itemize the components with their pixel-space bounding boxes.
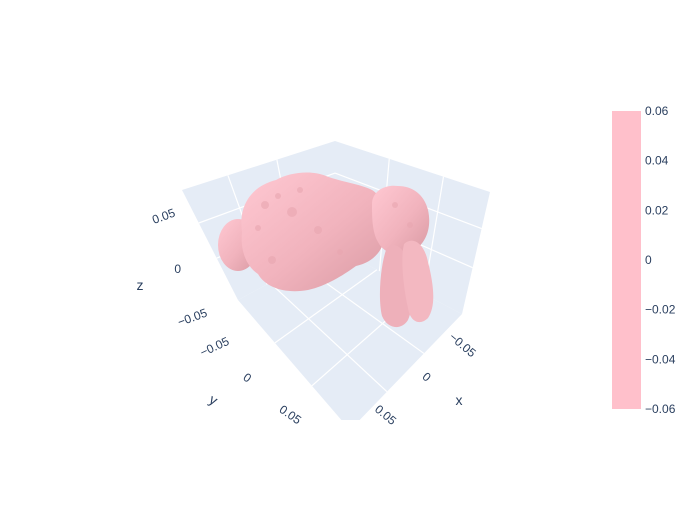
bunny-ear-right xyxy=(402,240,434,323)
bunny-texture xyxy=(255,187,413,264)
z-tick-label: 0.05 xyxy=(150,206,177,227)
x-tick-label: −0.05 xyxy=(446,330,479,360)
x-axis-title: x xyxy=(456,392,463,408)
y-tick-label: −0.05 xyxy=(198,334,232,360)
grid-line xyxy=(269,282,388,393)
y-axis-title: y xyxy=(206,391,220,408)
grid-line xyxy=(274,269,378,344)
bunny-head xyxy=(372,185,430,255)
colorbar-ticks: 0.06 0.04 0.02 0 −0.02 −0.04 −0.06 xyxy=(645,104,676,416)
colorbar: 0.06 0.04 0.02 0 −0.02 −0.04 −0.06 xyxy=(612,104,676,416)
colorbar-bar xyxy=(612,111,641,409)
y-tick-label: 0 xyxy=(241,370,255,385)
colorbar-tick-label: 0.04 xyxy=(645,154,669,168)
bunny-body xyxy=(241,172,387,292)
z-tick-label: 0 xyxy=(174,262,181,276)
x-tick-label: 0.05 xyxy=(372,402,399,428)
colorbar-tick-label: 0 xyxy=(645,253,652,267)
scene[interactable] xyxy=(182,141,490,430)
colorbar-tick-label: −0.06 xyxy=(645,402,676,416)
z-axis-title: z xyxy=(137,277,144,293)
colorbar-tick-label: −0.02 xyxy=(645,303,676,317)
z-tick-label: −0.05 xyxy=(176,306,210,330)
z-axis: 0.05 0 −0.05 z xyxy=(137,206,210,330)
colorbar-tick-label: −0.04 xyxy=(645,352,676,366)
colorbar-tick-label: 0.06 xyxy=(645,104,669,118)
colorbar-tick-label: 0.02 xyxy=(645,203,669,217)
bunny-mesh xyxy=(218,172,434,328)
y-tick-label: 0.05 xyxy=(277,402,304,427)
x-tick-label: 0 xyxy=(420,369,434,384)
